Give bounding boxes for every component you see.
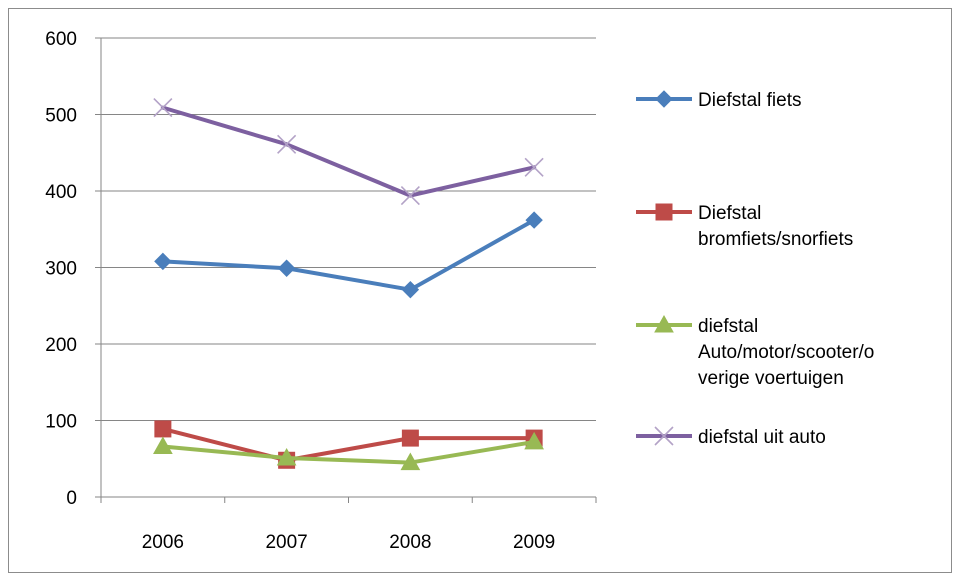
- series-2: [153, 431, 544, 471]
- x-tick-label: 2009: [513, 532, 555, 553]
- y-tick-label: 0: [66, 488, 77, 509]
- axis-layer: 0 100 200 300 400 500 600 2006 2007 2008 2009: [45, 29, 597, 553]
- x-tick-label: 2007: [265, 532, 307, 553]
- data-point: [524, 157, 544, 177]
- x-tick-label: 2008: [389, 532, 431, 553]
- x-tick-label: 2006: [142, 532, 184, 553]
- series-layer: [153, 98, 544, 471]
- data-point: [277, 259, 296, 277]
- y-tick-label: 500: [45, 106, 77, 127]
- y-tick-label: 200: [45, 335, 77, 356]
- legend: Diefstal fiets Diefstal bromfiets/snorfie…: [636, 90, 874, 448]
- series-line: [160, 439, 537, 465]
- y-tick-label: 100: [45, 412, 77, 433]
- data-point: [153, 436, 173, 455]
- legend-label: Auto/motor/scooter/o: [698, 342, 874, 363]
- data-point: [400, 452, 421, 471]
- data-point: [154, 420, 172, 438]
- legend-entry: diefstal Auto/motor/scooter/o verige voert…: [636, 314, 874, 389]
- series-0: [154, 211, 543, 299]
- data-point: [276, 447, 297, 466]
- data-point: [401, 280, 420, 299]
- legend-label: Diefstal fiets: [698, 90, 801, 111]
- series-line: [160, 218, 537, 292]
- y-tick-label: 600: [45, 29, 77, 50]
- data-point: [153, 98, 173, 118]
- data-point: [401, 429, 419, 447]
- y-tick-label: 300: [45, 259, 77, 280]
- series-3: [153, 98, 544, 206]
- data-point: [525, 211, 543, 229]
- legend-label: Diefstal: [698, 203, 761, 224]
- series-line: [160, 105, 537, 198]
- data-point: [524, 431, 544, 450]
- legend-label: bromfiets/snorfiets: [698, 229, 853, 250]
- legend-entry: Diefstal bromfiets/snorfiets: [636, 203, 853, 250]
- chart-frame: [8, 8, 952, 573]
- legend-entry: diefstal uit auto: [636, 426, 826, 448]
- legend-marker: [654, 314, 674, 333]
- data-point: [400, 186, 420, 206]
- data-point: [277, 134, 297, 154]
- legend-marker: [654, 426, 674, 446]
- legend-label: diefstal uit auto: [698, 427, 826, 448]
- legend-marker: [655, 203, 673, 221]
- legend-label: diefstal: [698, 316, 758, 337]
- data-point: [154, 252, 172, 271]
- legend-marker: [655, 90, 673, 108]
- legend-label: verige voertuigen: [698, 368, 844, 389]
- series-line: [160, 426, 537, 463]
- legend-entry: Diefstal fiets: [636, 90, 801, 111]
- y-tick-label: 400: [45, 182, 77, 203]
